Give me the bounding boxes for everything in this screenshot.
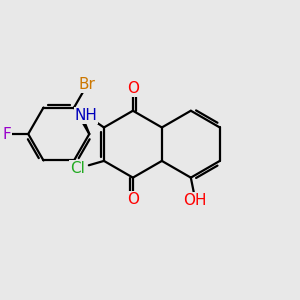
Text: NH: NH xyxy=(74,108,98,123)
Text: F: F xyxy=(2,127,11,142)
Text: Br: Br xyxy=(79,77,95,92)
Text: O: O xyxy=(127,81,139,96)
Text: O: O xyxy=(127,192,139,207)
Text: OH: OH xyxy=(183,193,207,208)
Text: Cl: Cl xyxy=(70,161,85,176)
